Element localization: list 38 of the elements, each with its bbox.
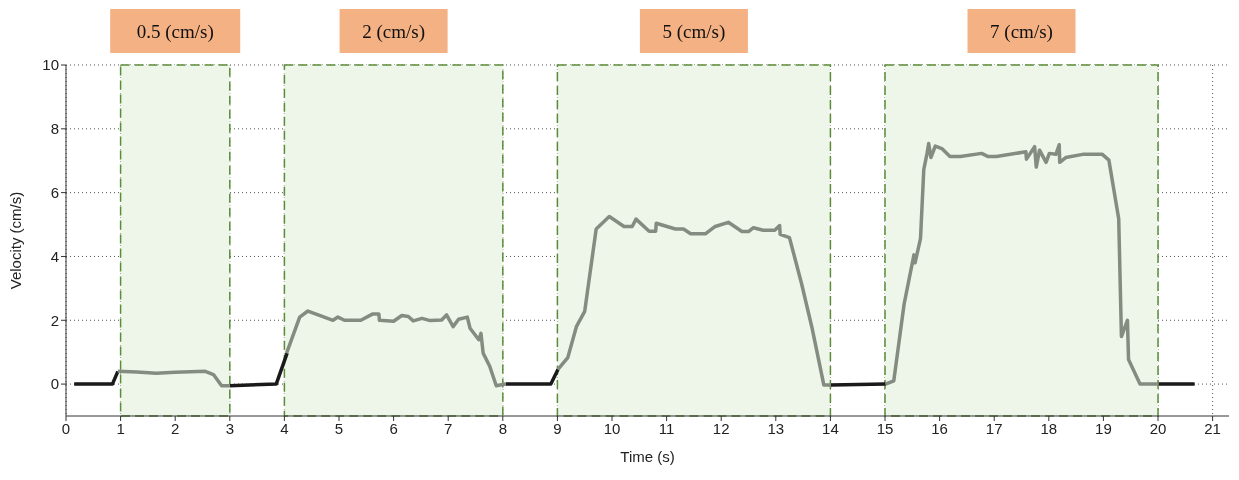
x-tick-label: 15 (876, 419, 894, 437)
x-tick-label: 12 (712, 419, 730, 437)
x-tick-label: 1 (116, 419, 125, 437)
x-tick-label: 9 (553, 419, 562, 437)
x-tick-label: 11 (658, 419, 675, 437)
y-tick-label: 0 (50, 375, 59, 393)
x-tick-label: 19 (1095, 419, 1112, 437)
band-label: 2 (cm/s) (362, 21, 425, 43)
x-tick-label: 20 (1149, 419, 1167, 437)
line-series (284, 309, 508, 388)
x-tick-label: 13 (767, 419, 785, 437)
y-tick-label: 2 (50, 311, 59, 329)
y-tick-label: 4 (50, 247, 59, 265)
x-tick-label: 4 (280, 419, 289, 437)
x-tick-label: 7 (444, 419, 453, 437)
x-tick-label: 10 (603, 419, 621, 437)
x-tick-label: 8 (498, 419, 507, 437)
x-tick-label: 21 (1204, 419, 1221, 437)
band-label: 0.5 (cm/s) (136, 21, 214, 43)
y-tick-label: 8 (50, 120, 59, 138)
x-tick-label: 3 (225, 419, 234, 437)
x-tick-label: 5 (334, 419, 344, 437)
line-series (883, 141, 1161, 386)
band-label: 7 (cm/s) (990, 21, 1053, 43)
x-tick-label: 0 (61, 419, 71, 437)
y-tick-label: 10 (42, 56, 59, 74)
band-label: 5 (cm/s) (662, 21, 726, 43)
x-tick-label: 6 (389, 419, 398, 437)
x-tick-label: 17 (985, 419, 1003, 437)
x-tick-label: 14 (822, 419, 839, 437)
line-series (116, 369, 232, 388)
y-tick-label: 6 (50, 183, 59, 201)
line-series (556, 214, 833, 387)
x-tick-label: 18 (1040, 419, 1058, 437)
x-tick-label: 2 (171, 419, 180, 437)
x-tick-label: 16 (931, 419, 948, 437)
y-axis-title: Velocity (cm/s) (7, 191, 25, 290)
x-axis-title: Time (s) (620, 448, 675, 465)
